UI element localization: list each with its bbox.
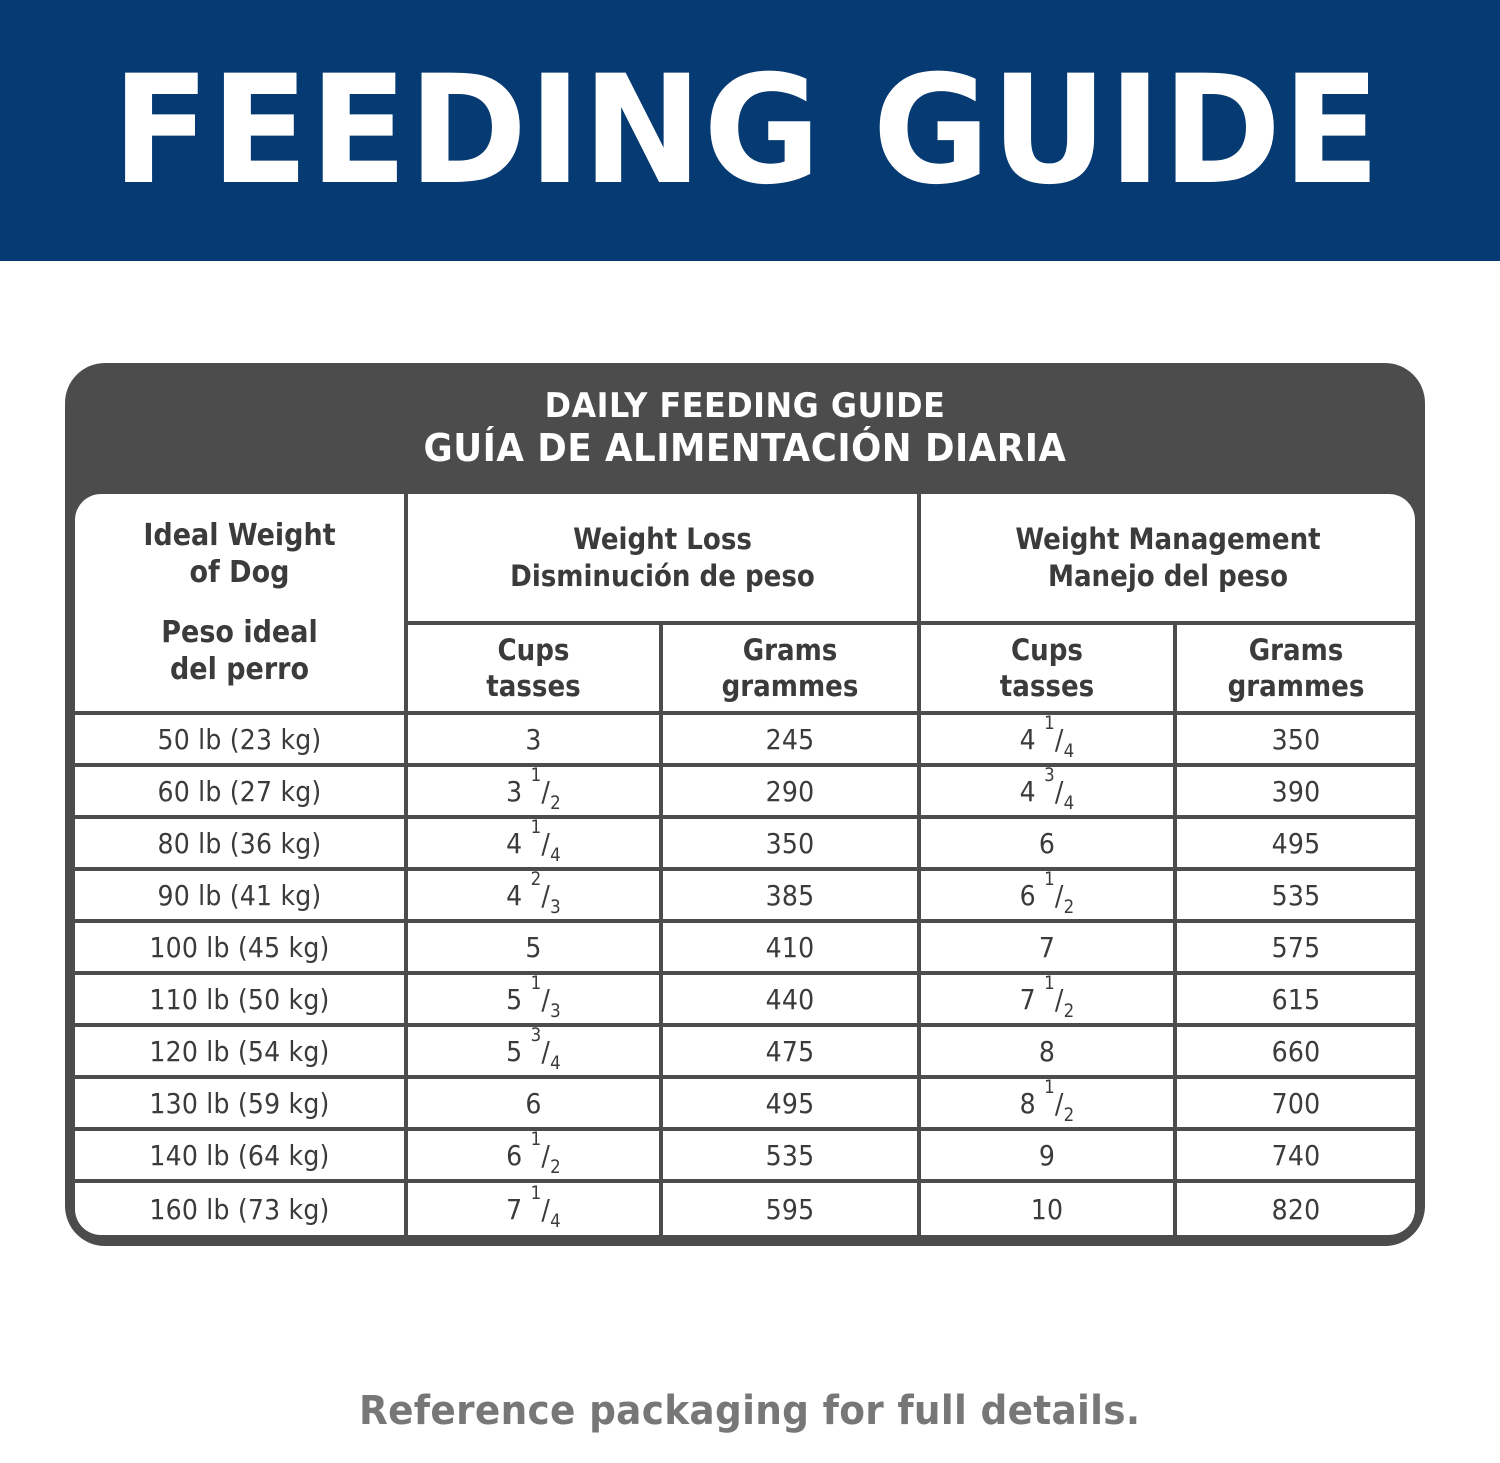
- cell-weight-management-grams: 575: [1177, 923, 1415, 975]
- feeding-guide-banner: FEEDING GUIDE: [0, 0, 1500, 261]
- cell-weight-loss-cups: 3 1/2: [408, 767, 663, 819]
- cell-ideal-weight: 90 lb (41 kg): [75, 871, 408, 923]
- table-row: 90 lb (41 kg) 4 2/3 385 6 1/2 535: [75, 871, 1415, 923]
- cell-weight-loss-grams: 290: [663, 767, 921, 819]
- cell-weight-loss-cups: 4 2/3: [408, 871, 663, 923]
- cell-weight-management-cups: 7 1/2: [921, 975, 1177, 1027]
- header-group-weight-loss-es: Disminución de peso: [510, 558, 815, 593]
- cell-weight-loss-cups: 5 1/3: [408, 975, 663, 1027]
- table-row: 140 lb (64 kg) 6 1/2 535 9 740: [75, 1131, 1415, 1183]
- cell-weight-loss-grams: 350: [663, 819, 921, 871]
- header-group-weight-loss-en: Weight Loss: [573, 522, 752, 557]
- cell-weight-loss-grams: 245: [663, 715, 921, 767]
- cell-ideal-weight: 60 lb (27 kg): [75, 767, 408, 819]
- header-sub-wl-cups: Cups tasses: [408, 625, 663, 715]
- header-sub-wl-grams-es: grammes: [721, 669, 859, 703]
- cell-weight-loss-cups: 6 1/2: [408, 1131, 663, 1183]
- table-header-row: Ideal Weight of Dog Peso ideal del perro…: [75, 494, 1415, 715]
- cell-weight-management-cups: 9: [921, 1131, 1177, 1183]
- cell-ideal-weight: 120 lb (54 kg): [75, 1027, 408, 1079]
- header-group-weight-loss: Weight Loss Disminución de peso: [408, 494, 921, 625]
- cell-weight-management-cups: 7: [921, 923, 1177, 975]
- header-right-groups: Weight Loss Disminución de peso Weight M…: [408, 494, 1415, 715]
- table-row: 80 lb (36 kg) 4 1/4 350 6 495: [75, 819, 1415, 871]
- cell-weight-loss-grams: 410: [663, 923, 921, 975]
- table-row: 160 lb (73 kg) 7 1/4 595 10 820: [75, 1183, 1415, 1235]
- cell-weight-loss-grams: 535: [663, 1131, 921, 1183]
- panel-title: DAILY FEEDING GUIDE GUÍA DE ALIMENTACIÓN…: [65, 363, 1425, 471]
- cell-weight-loss-grams: 495: [663, 1079, 921, 1131]
- table-row: 110 lb (50 kg) 5 1/3 440 7 1/2 615: [75, 975, 1415, 1027]
- cell-ideal-weight: 160 lb (73 kg): [75, 1183, 408, 1235]
- cell-ideal-weight: 50 lb (23 kg): [75, 715, 408, 767]
- cell-weight-management-cups: 6 1/2: [921, 871, 1177, 923]
- header-sub-wm-grams-en: Grams: [1248, 632, 1344, 667]
- cell-weight-management-grams: 740: [1177, 1131, 1415, 1183]
- cell-weight-loss-cups: 4 1/4: [408, 819, 663, 871]
- header-sub-wm-cups-en: Cups: [1011, 632, 1083, 667]
- cell-weight-management-grams: 700: [1177, 1079, 1415, 1131]
- table-header: Ideal Weight of Dog Peso ideal del perro…: [75, 494, 1415, 715]
- header-group-weight-management-es: Manejo del peso: [1047, 558, 1288, 593]
- cell-weight-loss-cups: 6: [408, 1079, 663, 1131]
- header-weight-es-line2: del perro: [169, 652, 310, 687]
- table-row: 60 lb (27 kg) 3 1/2 290 4 3/4 390: [75, 767, 1415, 819]
- header-sub-wl-grams: Grams grammes: [663, 625, 921, 715]
- footer: Reference packaging for full details.: [0, 1388, 1500, 1434]
- cell-weight-management-cups: 4 3/4: [921, 767, 1177, 819]
- cell-weight-loss-cups: 7 1/4: [408, 1183, 663, 1235]
- cell-weight-loss-grams: 440: [663, 975, 921, 1027]
- cell-weight-management-grams: 390: [1177, 767, 1415, 819]
- table-row: 130 lb (59 kg) 6 495 8 1/2 700: [75, 1079, 1415, 1131]
- cell-weight-loss-grams: 475: [663, 1027, 921, 1079]
- cell-ideal-weight: 130 lb (59 kg): [75, 1079, 408, 1131]
- cell-ideal-weight: 140 lb (64 kg): [75, 1131, 408, 1183]
- cell-weight-loss-grams: 595: [663, 1183, 921, 1235]
- feeding-table: Ideal Weight of Dog Peso ideal del perro…: [75, 494, 1415, 1235]
- header-weight-en-line1: Ideal Weight: [143, 517, 336, 553]
- cell-weight-management-grams: 535: [1177, 871, 1415, 923]
- cell-weight-management-grams: 350: [1177, 715, 1415, 767]
- cell-weight-loss-cups: 3: [408, 715, 663, 767]
- daily-feeding-guide-panel: DAILY FEEDING GUIDE GUÍA DE ALIMENTACIÓN…: [65, 363, 1425, 1246]
- header-sub-wm-grams-es: grammes: [1227, 669, 1365, 703]
- cell-ideal-weight: 110 lb (50 kg): [75, 975, 408, 1027]
- page-title: FEEDING GUIDE: [112, 43, 1382, 218]
- table-row: 120 lb (54 kg) 5 3/4 475 8 660: [75, 1027, 1415, 1079]
- cell-ideal-weight: 80 lb (36 kg): [75, 819, 408, 871]
- header-sub-wm-cups-es: tasses: [999, 669, 1095, 703]
- cell-weight-management-grams: 615: [1177, 975, 1415, 1027]
- table-body: 50 lb (23 kg) 3 245 4 1/4 350 60 lb (27 kg) 3 …: [75, 715, 1415, 1235]
- cell-weight-management-grams: 820: [1271, 1192, 1321, 1226]
- header-sub-wl-grams-en: Grams: [742, 632, 838, 667]
- header-weight-es-line1: Peso ideal: [161, 614, 318, 650]
- cell-weight-loss-grams: 385: [663, 871, 921, 923]
- header-sub-wm-grams: Grams grammes: [1177, 625, 1415, 715]
- header-sub-wl-cups-es: tasses: [486, 669, 581, 703]
- cell-weight-management-cups: 4 1/4: [921, 715, 1177, 767]
- cell-weight-loss-cups: 5 3/4: [408, 1027, 663, 1079]
- panel-title-en: DAILY FEEDING GUIDE: [544, 386, 946, 426]
- header-ideal-weight-of-dog: Ideal Weight of Dog Peso ideal del perro: [75, 494, 408, 715]
- cell-weight-management-cups: 8 1/2: [921, 1079, 1177, 1131]
- header-group-row: Weight Loss Disminución de peso Weight M…: [408, 494, 1415, 625]
- feeding-guide-panel-wrap: DAILY FEEDING GUIDE GUÍA DE ALIMENTACIÓN…: [0, 261, 1500, 1361]
- cell-weight-loss-cups: 5: [408, 923, 663, 975]
- panel-title-es: GUÍA DE ALIMENTACIÓN DIARIA: [423, 426, 1067, 471]
- cell-weight-management-cups: 6: [921, 819, 1177, 871]
- table-row: 50 lb (23 kg) 3 245 4 1/4 350: [75, 715, 1415, 767]
- header-sub-wl-cups-en: Cups: [497, 632, 570, 667]
- header-weight-en-line2: of Dog: [189, 555, 290, 590]
- header-sub-row: Cups tasses Grams grammes Cups tasses: [408, 625, 1415, 715]
- footer-note: Reference packaging for full details.: [359, 1388, 1141, 1434]
- header-group-weight-management-en: Weight Management: [1015, 522, 1321, 557]
- header-sub-wm-cups: Cups tasses: [921, 625, 1177, 715]
- cell-weight-management-cups: 10: [921, 1183, 1177, 1235]
- cell-weight-management-grams: 660: [1177, 1027, 1415, 1079]
- header-group-weight-management: Weight Management Manejo del peso: [921, 494, 1415, 625]
- table-row: 100 lb (45 kg) 5 410 7 575: [75, 923, 1415, 975]
- cell-weight-management-grams: 495: [1177, 819, 1415, 871]
- cell-ideal-weight: 100 lb (45 kg): [75, 923, 408, 975]
- cell-weight-management-cups: 8: [921, 1027, 1177, 1079]
